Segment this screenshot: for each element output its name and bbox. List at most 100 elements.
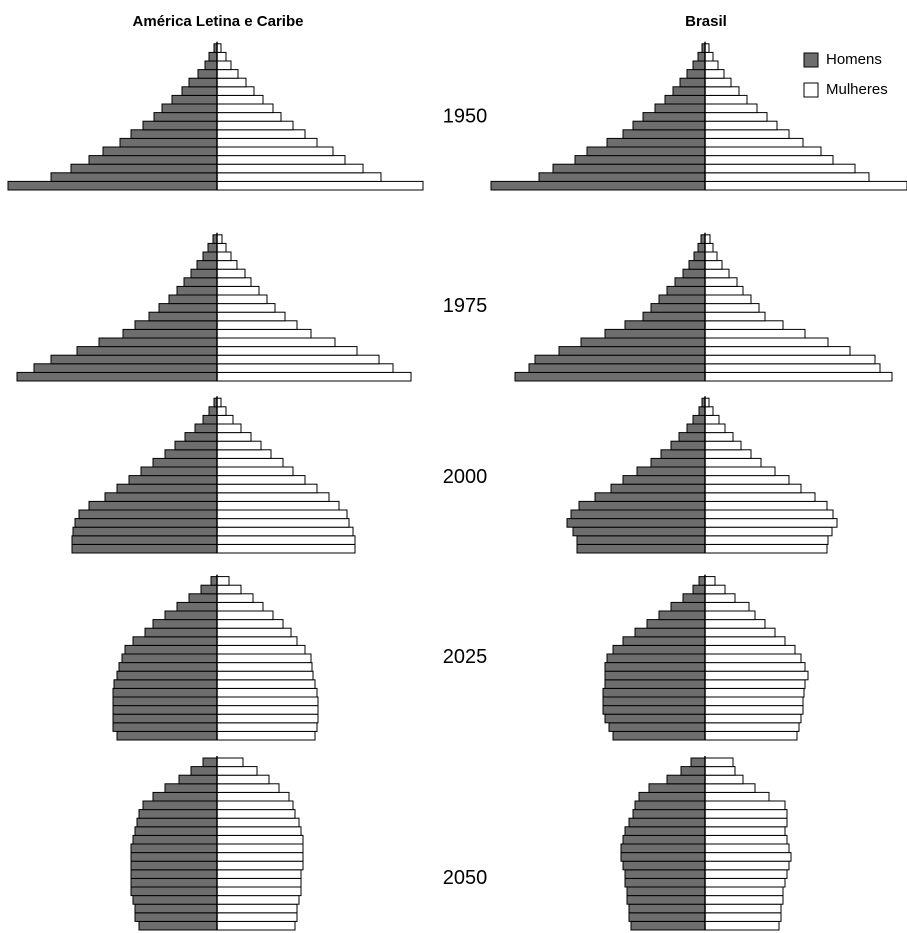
bar xyxy=(626,895,706,905)
bar xyxy=(216,406,227,416)
bar xyxy=(628,903,706,914)
bar xyxy=(622,129,706,139)
bar xyxy=(216,129,306,139)
bar xyxy=(7,180,218,191)
bar xyxy=(216,371,412,382)
bar xyxy=(704,877,786,888)
bar xyxy=(704,120,778,131)
bar xyxy=(130,860,218,871)
bar xyxy=(608,722,706,732)
bar xyxy=(704,483,802,494)
bar xyxy=(704,526,833,537)
bar xyxy=(704,337,829,348)
bar xyxy=(216,774,270,785)
bar xyxy=(634,800,706,811)
bar xyxy=(138,920,218,931)
bar xyxy=(216,757,244,768)
bar xyxy=(690,757,706,768)
bar xyxy=(672,86,706,96)
bar xyxy=(216,155,346,165)
bar xyxy=(188,77,218,88)
bar xyxy=(704,500,828,511)
bar xyxy=(216,466,294,477)
bar xyxy=(132,895,218,905)
bar xyxy=(122,328,218,339)
bar xyxy=(164,449,218,459)
bar xyxy=(704,687,805,698)
column-title: América Letina e Caribe xyxy=(133,13,304,30)
bar xyxy=(688,260,706,270)
bar xyxy=(50,354,218,365)
bar xyxy=(118,662,218,672)
bar xyxy=(534,354,706,365)
bar xyxy=(216,834,304,845)
bar xyxy=(514,371,706,382)
bar xyxy=(610,483,706,494)
bar xyxy=(216,903,298,914)
bar xyxy=(216,766,258,776)
bar xyxy=(686,423,706,434)
bar xyxy=(130,886,218,897)
bar xyxy=(704,826,786,836)
bar xyxy=(132,636,218,646)
bar xyxy=(202,251,218,262)
bar xyxy=(604,670,706,681)
bar xyxy=(704,285,744,296)
bar xyxy=(704,475,790,485)
bar xyxy=(704,449,752,459)
bar xyxy=(658,610,706,621)
bar xyxy=(538,172,706,182)
bar xyxy=(216,852,304,862)
bar xyxy=(666,285,706,296)
bar xyxy=(216,354,380,365)
bar xyxy=(102,146,218,157)
bar xyxy=(704,432,734,442)
bar xyxy=(624,869,706,879)
bar xyxy=(624,320,706,330)
bar xyxy=(136,817,218,828)
bar xyxy=(216,653,312,664)
bar xyxy=(704,129,790,139)
bar xyxy=(200,584,218,595)
bar xyxy=(604,713,706,724)
bar xyxy=(124,644,218,655)
bar xyxy=(704,679,806,689)
bar xyxy=(704,69,725,79)
bar xyxy=(144,627,218,638)
bar xyxy=(704,662,806,672)
bar xyxy=(216,337,336,348)
bar xyxy=(704,242,714,253)
bar xyxy=(116,670,218,681)
bar xyxy=(632,120,706,131)
bar xyxy=(216,414,234,425)
bar xyxy=(216,705,319,715)
bar xyxy=(158,303,218,313)
bar xyxy=(704,440,742,451)
bar xyxy=(697,242,706,253)
bar xyxy=(576,543,706,554)
bar xyxy=(632,809,706,819)
bar xyxy=(216,783,280,793)
bar xyxy=(666,774,706,785)
bar xyxy=(602,705,706,715)
bar xyxy=(164,783,218,793)
bar xyxy=(658,294,706,305)
bar xyxy=(704,722,800,732)
bar xyxy=(216,791,290,802)
bar xyxy=(704,886,784,897)
bar xyxy=(642,311,706,322)
bar xyxy=(606,653,706,664)
bar xyxy=(216,285,260,296)
bar xyxy=(130,129,218,139)
bar xyxy=(704,584,726,595)
bar xyxy=(693,251,706,262)
bar xyxy=(216,303,276,313)
bar xyxy=(216,172,382,182)
bar xyxy=(620,852,706,862)
bar xyxy=(704,636,786,646)
bar xyxy=(578,500,706,511)
bar xyxy=(216,877,302,888)
bar xyxy=(704,354,876,365)
bar xyxy=(704,509,834,520)
bar xyxy=(208,51,218,62)
